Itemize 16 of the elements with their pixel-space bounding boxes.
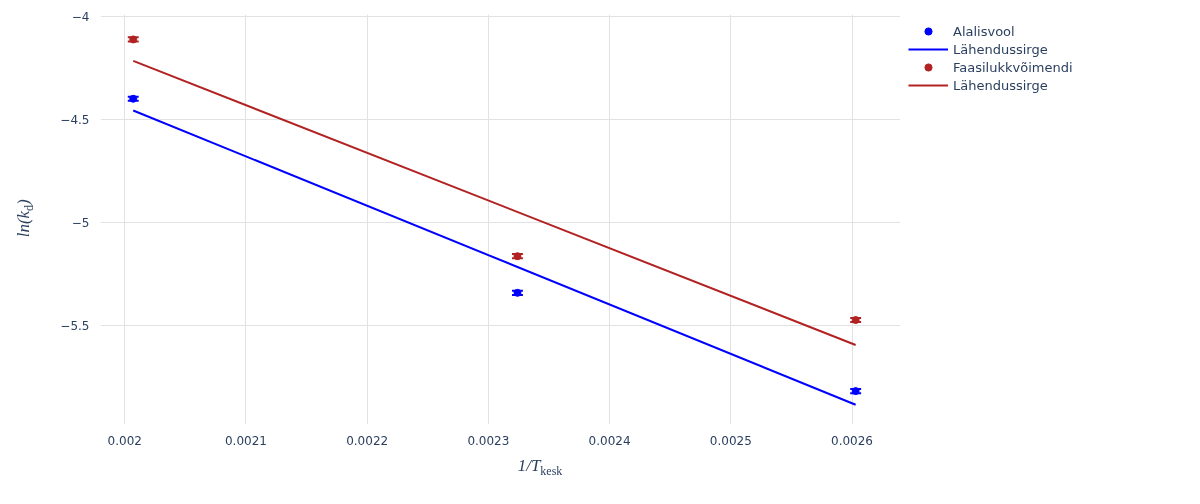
x-tick-label: 0.0025 [709,433,752,448]
legend-label: Faasilukkvõimendi [953,58,1073,76]
y-tick-label: −5.5 [60,319,90,334]
x-tick-label: 0.0026 [831,433,874,448]
x-tick-label: 0.0021 [224,433,267,448]
y-tick-label: −4 [71,10,90,25]
x-tick-label: 0.0024 [588,433,631,448]
legend-label: Alalisvool [953,22,1015,40]
legend-label: Lähendussirge [953,76,1048,94]
legend-label: Lähendussirge [953,40,1048,58]
x-axis-title: 1/T$_{kesk}$ [516,455,564,481]
y-tick-label: −4.5 [60,113,90,128]
y-tick-label: −5 [71,216,90,231]
x-tick-label: 0.002 [107,433,142,448]
x-tick-label: 0.0022 [346,433,389,448]
x-tick-label: 0.0023 [467,433,510,448]
